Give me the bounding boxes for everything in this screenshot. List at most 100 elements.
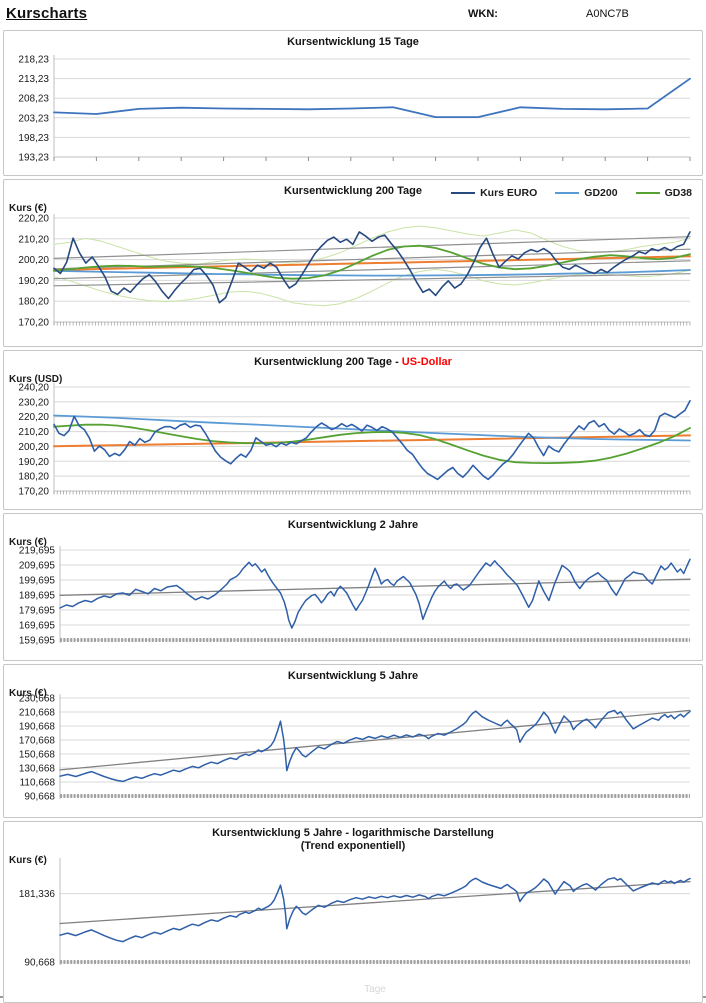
y-tick-label: 189,695 [19,591,56,602]
y-tick-label: 220,20 [18,214,49,225]
chart-title-text: Kursentwicklung 5 Jahre - logarithmische… [212,827,494,839]
y-tick-label: 170,668 [19,736,56,747]
y-tick-label: 230,20 [18,397,49,408]
chart-svg-kursentwicklung-15-tage: 218,23 213,23 208,23 203,23 198,23 193,23 [18,55,691,164]
chart-title-text: Kursentwicklung 200 Tage - [254,356,402,368]
y-tick-label: 209,695 [19,561,56,572]
y-tick-label: 210,20 [18,427,49,438]
series-kanal-3 [53,260,691,280]
series-trend [53,434,691,448]
x-axis-label: Tage [364,984,386,995]
series-kurs-euro [53,231,691,304]
series-trend [59,578,691,596]
legend-item: Kurs EURO [451,187,537,199]
y-tick-label: 193,23 [18,153,49,164]
y-tick-label: 90,668 [24,958,55,969]
chart-title-text: Kursentwicklung 15 Tage [287,36,419,48]
series-gd200 [53,414,691,442]
y-tick-label: 190,20 [18,457,49,468]
legend-label: GD200 [584,187,618,199]
legend-item: GD200 [555,187,618,199]
charts-container: Kursentwicklung 15 Tage 218,23 213,23 208,2… [3,30,703,1003]
y-tick-label: 169,695 [19,621,56,632]
chart-svg-kursentwicklung-200-tage-usd: 240,20 230,20 220,20 210,20 200,20 190,20 180,… [9,374,691,498]
y-tick-label: 230,668 [19,694,56,705]
y-tick-label: 179,695 [19,606,56,617]
y-tick-label: 210,668 [19,708,56,719]
y-tick-label: 198,23 [18,133,49,144]
chart-title-line2: (Trend exponentiell) [300,840,406,852]
y-tick-label: 110,668 [20,778,56,789]
y-tick-label: 90,668 [24,792,55,803]
chart-title: Kursentwicklung 5 Jahre - logarithmische… [4,822,702,852]
y-tick-label: 170,20 [18,318,49,329]
chart-box-kursentwicklung-2-jahre: Kursentwicklung 2 Jahre 219,695 209,695 199… [3,513,703,661]
series-kanal-2 [53,248,691,270]
y-tick-label: 159,695 [19,636,56,647]
y-tick-label: 220,20 [18,412,49,423]
legend-line-swatch [451,191,476,195]
y-tick-label: 213,23 [18,74,49,85]
y-tick-label: 200,20 [18,255,49,266]
wkn-value: A0NC7B [586,8,629,20]
series-kanal-4 [53,273,691,287]
series-gd200 [53,269,691,277]
chart-svg-kursentwicklung-2-jahre: 219,695 209,695 199,695 189,695 179,695 169,6… [9,537,691,647]
y-axis-label: Kurs (€) [9,537,47,548]
chart-title-text: Kursentwicklung 200 Tage [284,185,422,197]
y-tick-label: 203,23 [18,113,49,124]
y-tick-label: 181,336 [19,889,56,900]
y-tick-label: 219,695 [19,546,56,557]
y-tick-label: 180,20 [18,472,49,483]
page-header: Kurscharts WKN: A0NC7B [6,5,700,27]
y-axis-label: Kurs (€) [9,688,47,699]
chart-legend: Kurs EURO GD200 GD38 [451,187,692,199]
chart-box-kursentwicklung-5-jahre: Kursentwicklung 5 Jahre 230,668 210,668 190… [3,664,703,818]
y-axis-label: Kurs (USD) [9,374,62,385]
chart-title-text: Kursentwicklung 2 Jahre [287,519,419,531]
series-gd38 [53,244,691,280]
series-trend-exponentiell [59,880,691,925]
legend-item: GD38 [635,187,692,199]
chart-box-kursentwicklung-15-tage: Kursentwicklung 15 Tage 218,23 213,23 208,2… [3,30,703,176]
y-tick-label: 199,695 [19,576,56,587]
legend-label: GD38 [664,187,692,199]
chart-box-kursentwicklung-200-tage-usd: Kursentwicklung 200 Tage - US-Dollar 240,… [3,350,703,510]
chart-title: Kursentwicklung 200 Tage [4,180,702,200]
y-tick-label: 180,20 [18,297,49,308]
wkn-label: WKN: [468,8,498,20]
chart-title-text: US-Dollar [401,356,452,368]
chart-box-kursentwicklung-200-tage: Kursentwicklung 200 Tage Kurs EURO GD200 GD… [3,179,703,347]
chart-title: Kursentwicklung 2 Jahre [4,514,702,534]
chart-title: Kursentwicklung 200 Tage - US-Dollar [4,351,702,371]
series-kurs-usd [53,399,691,481]
chart-title: Kursentwicklung 5 Jahre [4,665,702,685]
legend-line-swatch [635,191,660,195]
y-axis-label: Kurs (€) [9,855,47,866]
series-kurs [59,877,691,943]
y-tick-label: 240,20 [18,383,49,394]
y-tick-label: 210,20 [18,234,49,245]
y-tick-label: 218,23 [18,55,49,66]
y-tick-label: 190,668 [19,722,56,733]
series-band-oben [53,225,691,265]
series-kurs [53,77,691,118]
y-tick-label: 208,23 [18,94,49,105]
y-tick-label: 190,20 [18,276,49,287]
legend-label: Kurs EURO [480,187,538,199]
y-tick-label: 170,20 [18,487,49,498]
series-gd38 [53,423,691,464]
legend-line-swatch [555,191,580,195]
series-kurs [59,558,691,629]
chart-title: Kursentwicklung 15 Tage [4,31,702,51]
y-axis-label: Kurs (€) [9,203,47,214]
chart-svg-kursentwicklung-200-tage: 220,20 210,20 200,20 190,20 180,20 170,20 Kurs… [9,203,691,329]
y-tick-label: 130,668 [19,764,56,775]
chart-svg-kursentwicklung-5-jahre-log: 181,336 90,668 Kurs (€) Tage [9,855,691,995]
series-kurs [59,709,691,783]
series-kanal-1 [53,236,691,260]
page-title: Kurscharts [6,5,88,22]
chart-box-kursentwicklung-5-jahre-log: Kursentwicklung 5 Jahre - logarithmische… [3,821,703,1003]
y-tick-label: 150,668 [19,750,56,761]
